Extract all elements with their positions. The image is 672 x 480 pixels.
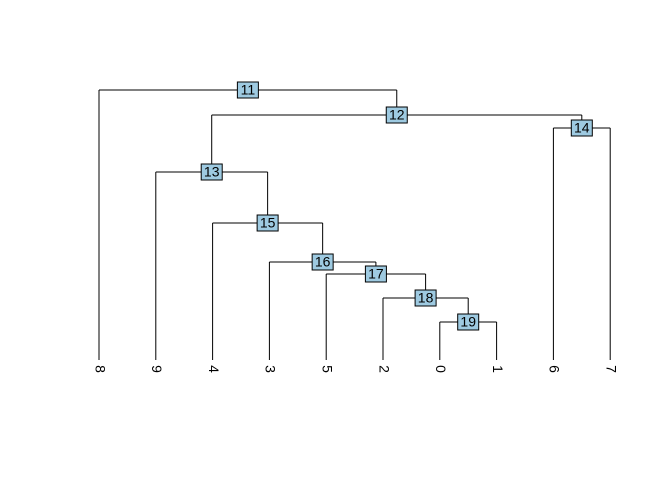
node-box [200,163,223,181]
node-label: 14 [574,120,590,136]
node-label: 16 [315,254,331,270]
leaf-label: 3 [263,365,279,373]
leaf-label: 5 [319,365,335,373]
node-label: 13 [204,164,220,180]
node-label: 18 [418,290,434,306]
node-box [570,119,593,137]
node-label: 15 [260,215,276,231]
leaf-label: 1 [490,365,506,373]
leaf-label: 7 [603,365,619,373]
node-box [236,81,259,99]
node-box [385,106,408,124]
leaf-label: 2 [376,365,392,373]
leaf-label: 9 [149,365,165,373]
node-label: 17 [368,266,384,282]
node-box [364,265,387,283]
leaf-label: 8 [92,365,108,373]
leaf-label: 6 [547,365,563,373]
leaf-label: 4 [206,365,222,373]
node-label: 19 [460,314,476,330]
node-box [256,214,279,232]
node-box [311,253,334,271]
node-label: 11 [241,82,256,98]
leaf-label: 0 [433,365,449,373]
node-box [457,313,480,331]
node-box [414,289,437,307]
node-label: 12 [389,107,405,123]
